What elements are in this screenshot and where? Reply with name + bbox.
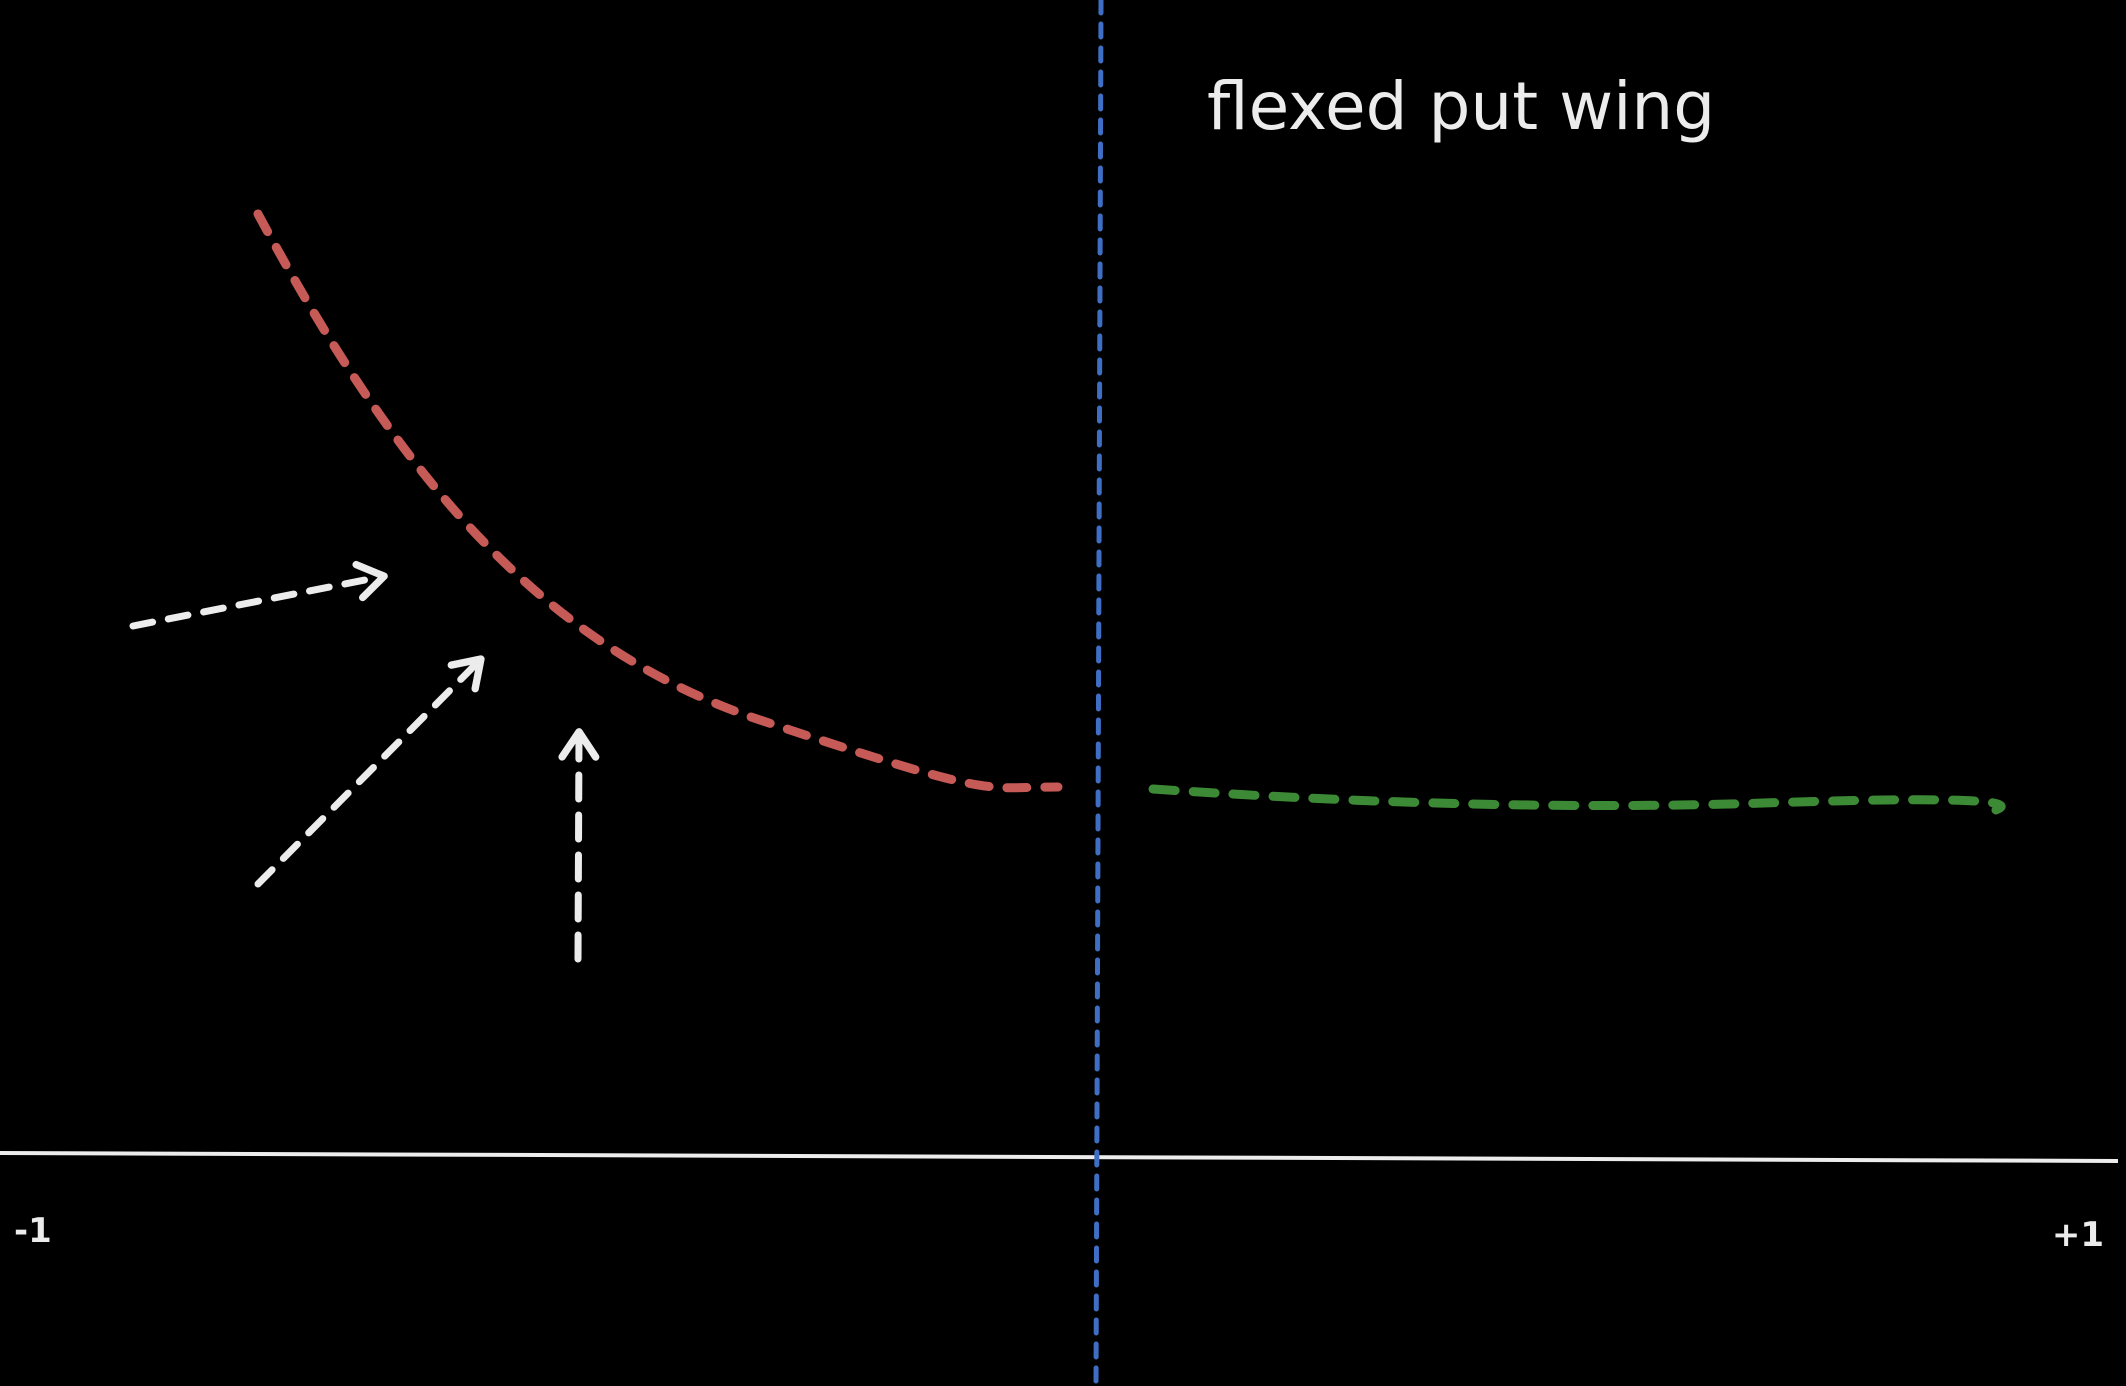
title: flexed put wing <box>1207 68 1715 145</box>
call-wing-curve <box>1148 784 2006 815</box>
put-wing-curve <box>253 209 1063 793</box>
arrow <box>254 655 485 888</box>
center-line <box>1093 0 1104 1386</box>
axis-left-label: -1 <box>14 1211 52 1251</box>
x-axis <box>0 1151 2119 1163</box>
arrow <box>558 728 600 963</box>
axis-right-label: +1 <box>2052 1215 2104 1255</box>
arrow <box>129 560 388 630</box>
